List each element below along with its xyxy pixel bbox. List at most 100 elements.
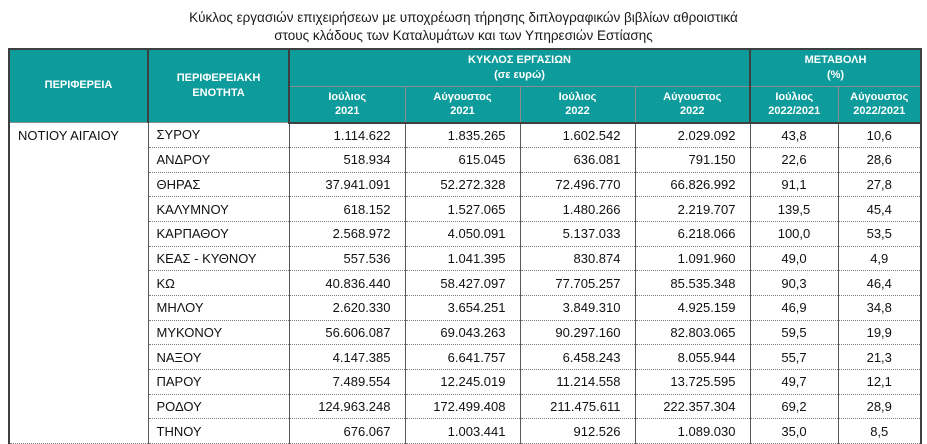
- turnover-value-cell: 557.536: [288, 246, 405, 272]
- turnover-value-cell: 6.218.066: [634, 221, 750, 247]
- turnover-value-cell: 12.245.019: [404, 369, 520, 395]
- table-row: ΡΟΔΟΥ 124.963.248 172.499.408 211.475.611 22…: [9, 394, 921, 420]
- change-percent-cell: 49,7: [749, 369, 838, 395]
- change-percent-cell: 55,7: [749, 344, 838, 370]
- turnover-value-cell: 11.214.558: [519, 369, 635, 395]
- turnover-value-cell: 618.152: [288, 196, 405, 222]
- turnover-value-cell: 8.055.944: [634, 344, 750, 370]
- turnover-value-cell: 7.489.554: [288, 369, 405, 395]
- table-row: ΝΑΞΟΥ 4.147.385 6.641.757 6.458.243 8.055.94…: [9, 344, 921, 370]
- regional-unit-cell: ΚΩ: [147, 270, 289, 296]
- turnover-value-cell: 1.602.542: [519, 122, 635, 148]
- change-percent-cell: 90,3: [749, 270, 838, 296]
- table-row: ΠΑΡΟΥ 7.489.554 12.245.019 11.214.558 13.725…: [9, 369, 921, 395]
- change-percent-cell: 139,5: [749, 196, 838, 222]
- turnover-value-cell: 1.003.441: [404, 418, 520, 444]
- turnover-value-cell: 6.458.243: [519, 344, 635, 370]
- col-header-change-july: Ιούλιος 2022/2021: [749, 86, 839, 124]
- change-percent-cell: 45,4: [837, 196, 921, 222]
- change-percent-cell: 22,6: [749, 147, 838, 173]
- regional-unit-cell: ΚΑΛΥΜΝΟΥ: [147, 196, 289, 222]
- table-body: ΝΟΤΙΟΥ ΑΙΓΑΙΟΥ ΣΥΡΟΥ 1.114.622 1.835.265 1.6…: [8, 122, 921, 444]
- turnover-value-cell: 4.925.159: [634, 295, 750, 321]
- change-percent-cell: 28,9: [837, 394, 921, 420]
- turnover-value-cell: 1.527.065: [404, 196, 520, 222]
- regional-unit-cell: ΜΗΛΟΥ: [147, 295, 289, 321]
- turnover-value-cell: 830.874: [519, 246, 635, 272]
- col-header-july-2021: Ιούλιος 2021: [288, 86, 406, 124]
- turnover-value-cell: 1.480.266: [519, 196, 635, 222]
- change-percent-cell: 8,5: [837, 418, 921, 444]
- turnover-value-cell: 3.849.310: [519, 295, 635, 321]
- change-group-header-cell: ΜΕΤΑΒΟΛΗ (%): [749, 48, 922, 88]
- turnover-value-cell: 912.526: [519, 418, 635, 444]
- turnover-value-cell: 90.297.160: [519, 320, 635, 346]
- turnover-value-cell: 4.050.091: [404, 221, 520, 247]
- turnover-value-cell: 676.067: [288, 418, 405, 444]
- table-row: ΜΥΚΟΝΟΥ 56.606.087 69.043.263 90.297.160 82.…: [9, 320, 921, 346]
- turnover-value-cell: 69.043.263: [404, 320, 520, 346]
- turnover-value-cell: 37.941.091: [288, 172, 405, 198]
- turnover-value-cell: 1.114.622: [288, 122, 405, 148]
- regional-unit-cell: ΚΕΑΣ - ΚΥΘΝΟΥ: [147, 246, 289, 272]
- change-percent-cell: 4,9: [837, 246, 921, 272]
- turnover-value-cell: 1.089.030: [634, 418, 750, 444]
- change-percent-cell: 34,8: [837, 295, 921, 321]
- turnover-value-cell: 2.620.330: [288, 295, 405, 321]
- turnover-value-cell: 2.568.972: [288, 221, 405, 247]
- turnover-value-cell: 72.496.770: [519, 172, 635, 198]
- turnover-value-cell: 2.219.707: [634, 196, 750, 222]
- turnover-table: ΠΕΡΙΦΕΡΕΙΑ ΠΕΡΙΦΕΡΕΙΑΚΗ ΕΝΟΤΗΤΑ ΚΥΚΛΟΣ Ε…: [8, 47, 922, 444]
- header-group-row: ΠΕΡΙΦΕΡΕΙΑ ΠΕΡΙΦΕΡΕΙΑΚΗ ΕΝΟΤΗΤΑ ΚΥΚΛΟΣ Ε…: [8, 48, 922, 124]
- header-sub-row: Ιούλιος 2021 Αύγουστος 2021 Ιούλιος 2022…: [9, 86, 922, 124]
- turnover-value-cell: 6.641.757: [404, 344, 520, 370]
- change-percent-cell: 46,4: [837, 270, 921, 296]
- table-row: ΚΩ 40.836.440 58.427.097 77.705.257 85.535.3…: [9, 270, 921, 296]
- table-row: ΑΝΔΡΟΥ 518.934 615.045 636.081 791.150 22,6 28…: [9, 147, 921, 173]
- turnover-value-cell: 4.147.385: [288, 344, 405, 370]
- regional-unit-cell: ΠΑΡΟΥ: [147, 369, 289, 395]
- turnover-value-cell: 636.081: [519, 147, 635, 173]
- change-percent-cell: 28,6: [837, 147, 921, 173]
- table-row: ΘΗΡΑΣ 37.941.091 52.272.328 72.496.770 66.82…: [9, 172, 921, 198]
- table-row: ΚΑΡΠΑΘΟΥ 2.568.972 4.050.091 5.137.033 6.218…: [9, 221, 921, 247]
- turnover-value-cell: 58.427.097: [404, 270, 520, 296]
- turnover-value-cell: 40.836.440: [288, 270, 405, 296]
- page-title: Κύκλος εργασιών επιχειρήσεων με υποχρέωσ…: [189, 10, 738, 43]
- turnover-value-cell: 5.137.033: [519, 221, 635, 247]
- turnover-value-cell: 1.091.960: [634, 246, 750, 272]
- turnover-value-cell: 2.029.092: [634, 122, 750, 148]
- change-percent-cell: 69,2: [749, 394, 838, 420]
- change-percent-cell: 43,8: [749, 122, 838, 148]
- change-percent-cell: 35,0: [749, 418, 838, 444]
- col-header-july-2022: Ιούλιος 2022: [519, 86, 636, 124]
- regional-unit-cell: ΑΝΔΡΟΥ: [147, 147, 289, 173]
- change-percent-cell: 27,8: [837, 172, 921, 198]
- col-header-august-2021: Αύγουστος 2021: [404, 86, 521, 124]
- regional-unit-cell: ΤΗΝΟΥ: [147, 418, 289, 444]
- regional-unit-cell: ΝΑΞΟΥ: [147, 344, 289, 370]
- turnover-value-cell: 3.654.251: [404, 295, 520, 321]
- table-row: ΤΗΝΟΥ 676.067 1.003.441 912.526 1.089.030 35,…: [9, 418, 921, 444]
- regional-unit-cell: ΣΥΡΟΥ: [147, 122, 289, 148]
- table-header: ΠΕΡΙΦΕΡΕΙΑ ΠΕΡΙΦΕΡΕΙΑΚΗ ΕΝΟΤΗΤΑ ΚΥΚΛΟΣ Ε…: [8, 48, 922, 124]
- turnover-value-cell: 13.725.595: [634, 369, 750, 395]
- change-percent-cell: 91,1: [749, 172, 838, 198]
- change-percent-cell: 46,9: [749, 295, 838, 321]
- turnover-value-cell: 85.535.348: [634, 270, 750, 296]
- turnover-value-cell: 52.272.328: [404, 172, 520, 198]
- turnover-value-cell: 66.826.992: [634, 172, 750, 198]
- regional-unit-cell: ΘΗΡΑΣ: [147, 172, 289, 198]
- change-percent-cell: 59,5: [749, 320, 838, 346]
- turnover-value-cell: 124.963.248: [288, 394, 405, 420]
- turnover-value-cell: 77.705.257: [519, 270, 635, 296]
- turnover-value-cell: 211.475.611: [519, 394, 635, 420]
- change-percent-cell: 53,5: [837, 221, 921, 247]
- change-percent-cell: 100,0: [749, 221, 838, 247]
- turnover-value-cell: 791.150: [634, 147, 750, 173]
- col-header-august-2022: Αύγουστος 2022: [634, 86, 751, 124]
- regional-unit-header-cell: ΠΕΡΙΦΕΡΕΙΑΚΗ ΕΝΟΤΗΤΑ: [147, 48, 290, 124]
- change-percent-cell: 21,3: [837, 344, 921, 370]
- change-percent-cell: 49,0: [749, 246, 838, 272]
- turnover-value-cell: 518.934: [288, 147, 405, 173]
